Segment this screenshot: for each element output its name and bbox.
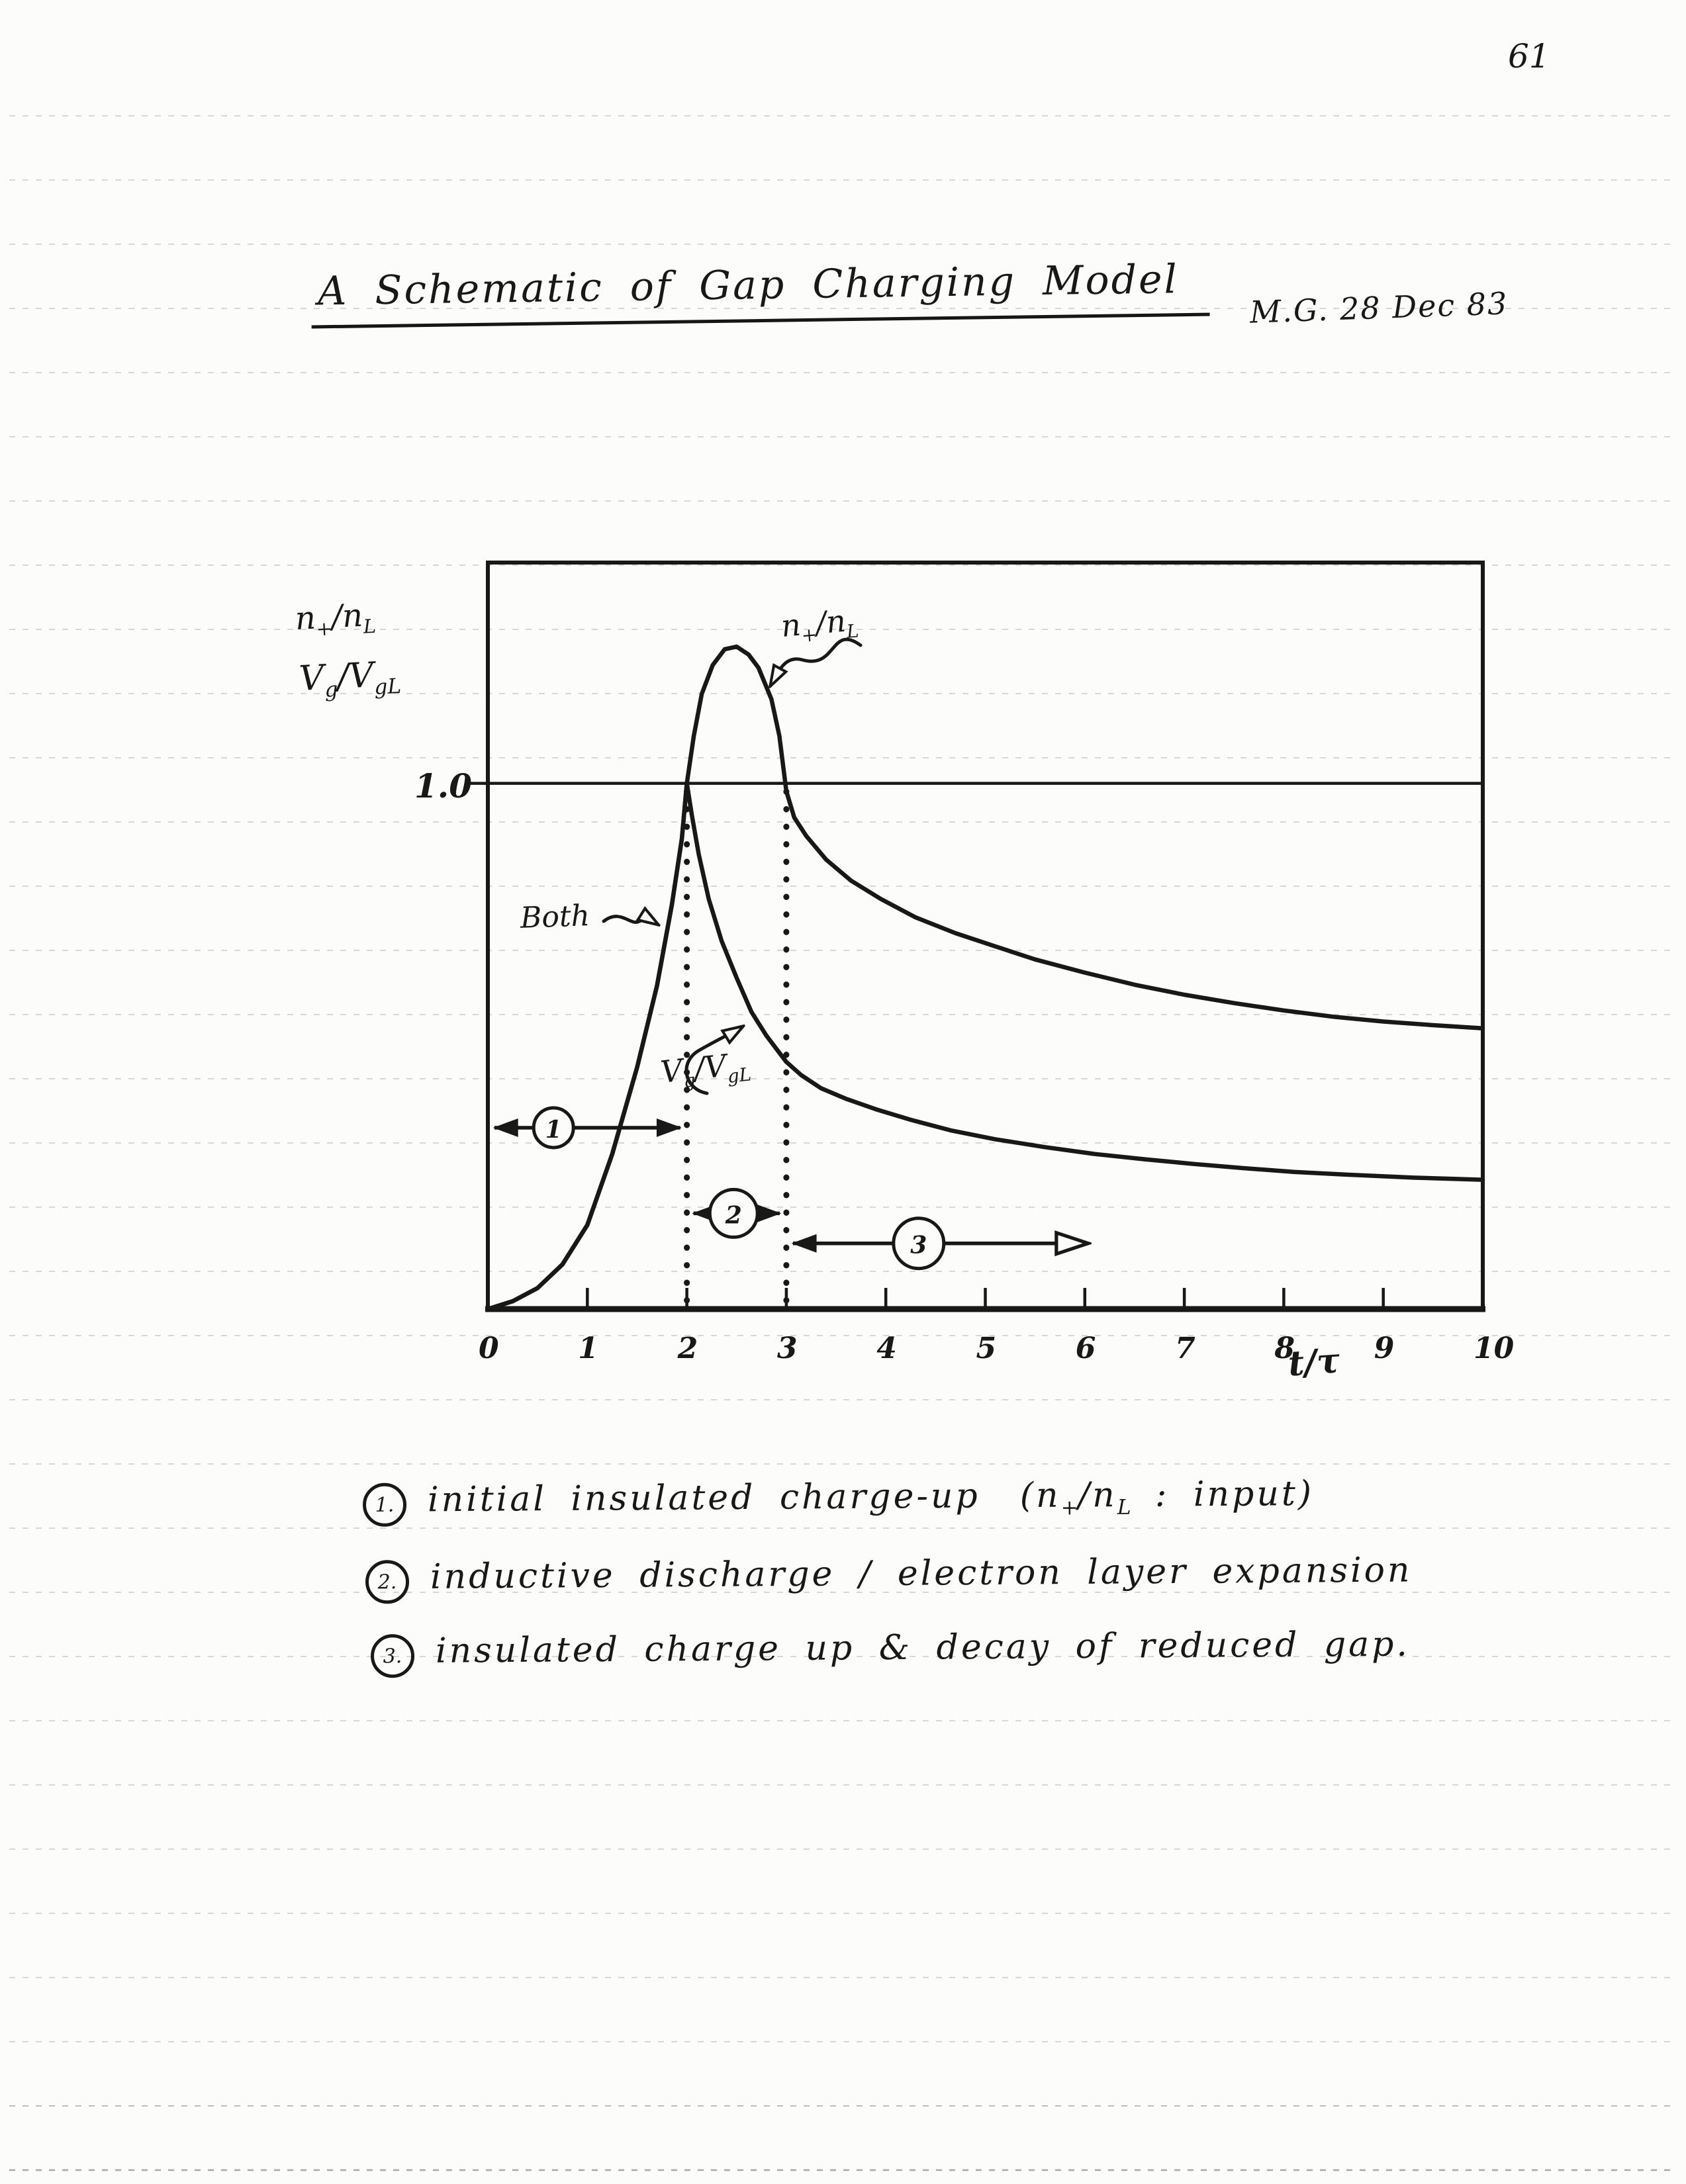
stage-number: 1 xyxy=(545,1116,562,1144)
y-axis-reference-1.0: 1.0 xyxy=(414,766,472,805)
both-label-pointer-arrow xyxy=(602,917,658,925)
y-axis-label-v-ratio: Vg/VgL xyxy=(298,655,402,702)
legend-text-2: inductive discharge / electron layer exp… xyxy=(430,1550,1413,1597)
data-curve xyxy=(485,781,1485,1312)
x-tick-label: 4 xyxy=(876,1332,897,1365)
n-ratio-label-pointer-arrow xyxy=(771,637,863,686)
x-tick-label: 8 xyxy=(1274,1332,1295,1365)
legend-item-1: 1. initial insulated charge-up (n+/nL : … xyxy=(362,1473,1315,1527)
x-tick-label: 1 xyxy=(578,1332,598,1365)
x-axis-label: t/τ xyxy=(1286,1340,1342,1385)
vg-label-pointer-arrow xyxy=(684,1026,743,1095)
x-tick-label: 5 xyxy=(976,1332,997,1365)
both-curves-label: Both xyxy=(520,899,590,935)
circled-number-2: 2. xyxy=(365,1560,410,1604)
legend-text-1: initial insulated charge-up xyxy=(427,1476,980,1520)
x-tick-label: 0 xyxy=(479,1332,499,1365)
page-title: A Schematic of Gap Charging Model xyxy=(310,255,1210,329)
circled-number-3: 3. xyxy=(370,1634,415,1678)
legend-item-2: 2. inductive discharge / electron layer … xyxy=(365,1550,1413,1604)
x-tick-label: 3 xyxy=(777,1332,798,1365)
y-axis-label-n-ratio: n+/nL xyxy=(294,596,377,641)
page-number: 61 xyxy=(1508,37,1550,75)
legend-text-3: insulated charge up & decay of reduced g… xyxy=(435,1624,1411,1671)
legend-suffix-1: (n+/nL : input) xyxy=(1019,1473,1315,1520)
x-tick-label: 9 xyxy=(1374,1332,1395,1365)
stage-number: 3 xyxy=(910,1232,927,1259)
x-tick-label: 7 xyxy=(1175,1332,1195,1365)
data-curve xyxy=(485,644,1485,1312)
stage-number: 2 xyxy=(725,1201,742,1229)
x-tick-label: 10 xyxy=(1474,1332,1515,1365)
x-tick-label: 6 xyxy=(1076,1332,1096,1365)
legend-item-3: 3. insulated charge up & decay of reduce… xyxy=(370,1624,1411,1678)
circled-number-1: 1. xyxy=(362,1482,407,1527)
x-tick-label: 2 xyxy=(677,1332,698,1365)
n-ratio-curve-label: n+/nL xyxy=(779,602,860,647)
